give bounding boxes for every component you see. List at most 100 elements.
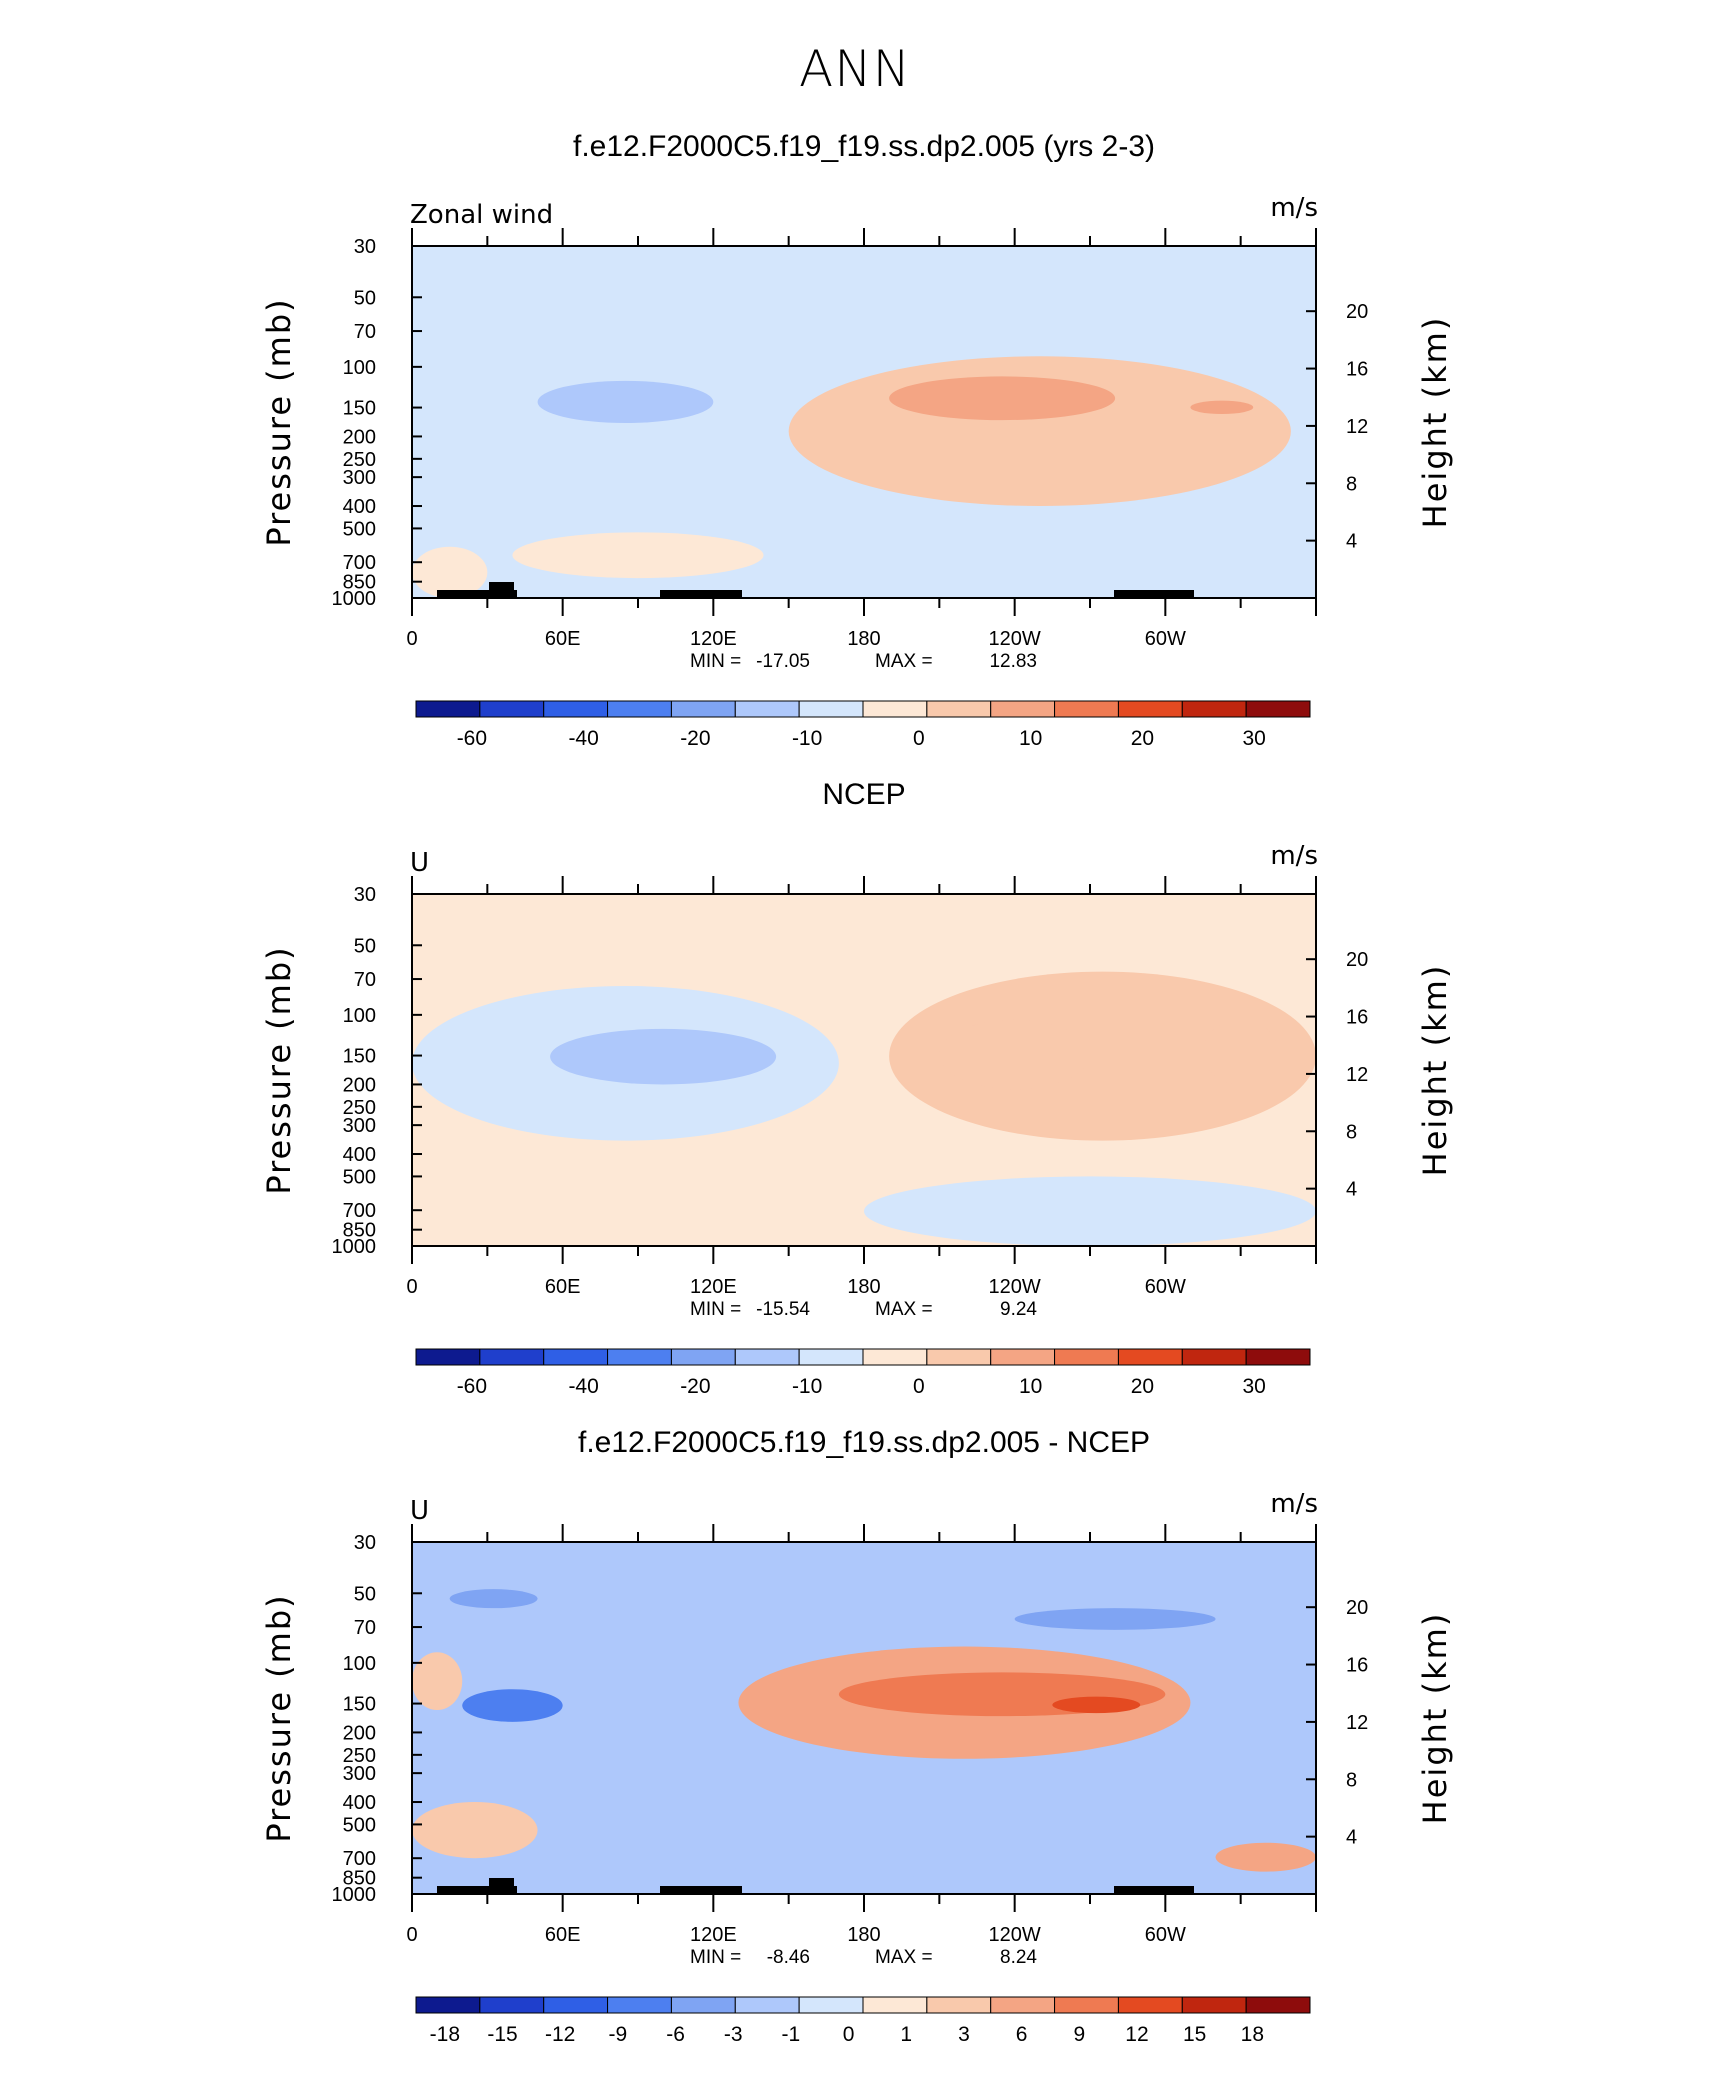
x-tick-label: 120E: [690, 1276, 737, 1298]
contour-region: [939, 1019, 1090, 1090]
colorbar-label: 15: [1183, 2023, 1206, 2046]
colorbar-box: [798, 1348, 864, 1366]
height-tick-label: 12: [1346, 1064, 1368, 1086]
contour-region: [1203, 1019, 1279, 1085]
colorbar-label: -12: [545, 2023, 575, 2046]
x-tick-label: 60E: [545, 1276, 581, 1298]
colorbar-box: [734, 1996, 800, 2014]
colorbar-box: [926, 1348, 992, 1366]
x-tick-label: 180: [847, 628, 880, 650]
min-label: MIN =: [690, 1299, 741, 1320]
x-tick-label: 120W: [989, 1924, 1041, 1946]
height-tick-label: 8: [1346, 1121, 1357, 1143]
colorbar-box: [734, 700, 800, 718]
units-label: m/s: [1270, 1489, 1318, 1519]
pressure-tick-label: 150: [343, 398, 376, 420]
pressure-tick-label: 700: [343, 552, 376, 574]
pressure-tick-label: 200: [343, 1074, 376, 1096]
pressure-tick-label: 500: [343, 518, 376, 540]
contour-region: [1215, 1842, 1316, 1872]
max-label: MAX =: [875, 1299, 933, 1320]
contour-region: [412, 546, 488, 598]
max-label: MAX =: [875, 1947, 933, 1968]
pressure-tick-label: 70: [354, 321, 376, 343]
colorbar-box: [862, 1348, 928, 1366]
colorbar-box: [990, 700, 1056, 718]
topography-block: [660, 590, 742, 598]
pressure-tick-label: 500: [343, 1166, 376, 1188]
pressure-tick-label: 200: [343, 1722, 376, 1744]
height-tick-label: 12: [1346, 416, 1368, 438]
colorbar-label: 20: [1131, 1375, 1154, 1398]
colorbar-box: [543, 1348, 609, 1366]
topography-block: [660, 1886, 742, 1894]
pressure-tick-label: 150: [343, 1694, 376, 1716]
x-tick-label: 120E: [690, 628, 737, 650]
y-axis-label: Pressure (mb): [260, 945, 298, 1194]
height-tick-label: 8: [1346, 473, 1357, 495]
colorbar-box: [862, 1996, 928, 2014]
contour-region: [1014, 1608, 1216, 1630]
x-tick-label: 60W: [1145, 1276, 1186, 1298]
contour-region: [462, 1689, 563, 1722]
chart-panel-3: f.e12.F2000C5.f19_f19.ss.dp2.005 - NCEP U…: [260, 1426, 1454, 2046]
max-value: 9.24: [1000, 1299, 1037, 1320]
plot-area: [412, 246, 1316, 598]
pressure-tick-label: 1000: [332, 1236, 377, 1258]
pressure-tick-label: 700: [343, 1200, 376, 1222]
colorbar-label: -20: [680, 1375, 710, 1398]
height-tick-label: 12: [1346, 1712, 1368, 1734]
colorbar-box: [1117, 1996, 1183, 2014]
contour-region: [864, 1176, 1316, 1246]
variable-label: U: [410, 1496, 429, 1526]
colorbar-box: [607, 700, 672, 718]
pressure-tick-label: 850: [343, 572, 376, 594]
contour-region: [889, 971, 1316, 1141]
x-tick-label: 60W: [1145, 628, 1186, 650]
topography-block: [1114, 1886, 1194, 1894]
pressure-tick-label: 500: [343, 1814, 376, 1836]
height-tick-label: 16: [1346, 359, 1368, 381]
pressure-tick-label: 700: [343, 1848, 376, 1870]
colorbar-box: [479, 1996, 545, 2014]
chart-panel-1: f.e12.F2000C5.f19_f19.ss.dp2.005 (yrs 2-…: [260, 130, 1454, 750]
colorbar-box: [862, 700, 928, 718]
contour-region: [412, 1802, 538, 1859]
height-tick-label: 20: [1346, 301, 1368, 323]
x-tick-label: 180: [847, 1924, 880, 1946]
topography-block: [489, 582, 514, 598]
contour-region: [449, 1589, 538, 1609]
min-value: -15.54: [756, 1299, 810, 1320]
contour-region: [1190, 400, 1254, 415]
pressure-tick-label: 250: [343, 1745, 376, 1767]
max-value: 12.83: [989, 651, 1037, 672]
pressure-tick-label: 50: [354, 935, 376, 957]
variable-label: U: [410, 848, 429, 878]
contour-region: [537, 1187, 764, 1236]
colorbar-box: [798, 700, 864, 718]
pressure-tick-label: 300: [343, 467, 376, 489]
pressure-tick-label: 400: [343, 1144, 376, 1166]
pressure-tick-label: 30: [354, 236, 376, 258]
pressure-tick-label: 100: [343, 357, 376, 379]
pressure-tick-label: 30: [354, 884, 376, 906]
colorbar-label: 30: [1242, 727, 1265, 750]
min-value: -8.46: [767, 1947, 810, 1968]
height-tick-label: 4: [1346, 1827, 1357, 1849]
colorbar-box: [1054, 1996, 1119, 2014]
height-tick-label: 16: [1346, 1655, 1368, 1677]
panel-title: f.e12.F2000C5.f19_f19.ss.dp2.005 - NCEP: [578, 1426, 1150, 1459]
plot-area: [412, 1542, 1316, 1894]
pressure-tick-label: 250: [343, 449, 376, 471]
height-tick-label: 8: [1346, 1769, 1357, 1791]
x-tick-label: 0: [406, 628, 417, 650]
min-label: MIN =: [690, 1947, 741, 1968]
colorbar-box: [1181, 1996, 1247, 2014]
x-tick-label: 0: [406, 1276, 417, 1298]
pressure-tick-label: 50: [354, 1583, 376, 1605]
contour-region: [412, 1652, 463, 1711]
variable-label: Zonal wind: [410, 200, 553, 230]
colorbar-label: -60: [457, 1375, 487, 1398]
colorbar-label: -10: [792, 1375, 822, 1398]
